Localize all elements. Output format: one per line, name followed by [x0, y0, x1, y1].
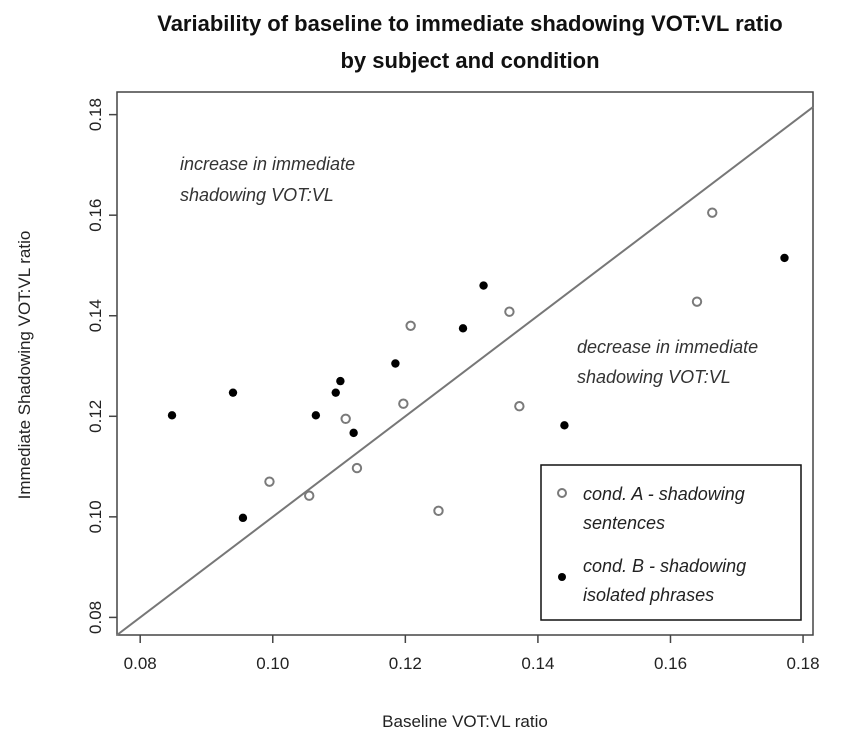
y-axis: 0.08 0.10 0.12 0.14 0.16 0.18 [86, 98, 117, 634]
legend-box [540, 464, 802, 621]
point-cond-b [479, 281, 488, 290]
point-cond-b [331, 388, 340, 397]
y-tick-label: 0.18 [86, 98, 105, 131]
y-axis-label: Immediate Shadowing VOT:VL ratio [15, 231, 34, 500]
point-cond-a [304, 490, 315, 501]
point-cond-b [560, 421, 569, 430]
legend-label-cond-b-line-1: cond. B - shadowing [583, 556, 746, 576]
point-cond-a [398, 398, 409, 409]
point-cond-a [351, 462, 363, 474]
reference-line-y-equals-x [116, 106, 814, 636]
point-cond-b [336, 376, 345, 386]
point-cond-b [228, 388, 238, 397]
point-cond-a [707, 207, 718, 218]
legend: cond. A - shadowing sentences cond. B - … [540, 464, 802, 621]
annotation-increase: increase in immediate shadowing VOT:VL [180, 154, 355, 205]
y-tick-label: 0.10 [86, 500, 105, 533]
x-axis-label: Baseline VOT:VL ratio [382, 712, 548, 731]
x-tick-label: 0.14 [521, 654, 554, 673]
chart-title-line-1: Variability of baseline to immediate sha… [157, 11, 783, 36]
point-cond-a [504, 306, 515, 317]
point-cond-a [405, 320, 416, 331]
legend-label-cond-b-line-2: isolated phrases [583, 585, 714, 605]
chart-title: Variability of baseline to immediate sha… [157, 11, 783, 73]
y-tick-label: 0.12 [86, 400, 105, 433]
plot-frame [116, 91, 814, 636]
y-tick-label: 0.08 [86, 601, 105, 634]
point-cond-a [691, 296, 703, 307]
x-tick-label: 0.08 [124, 654, 157, 673]
x-tick-label: 0.10 [256, 654, 289, 673]
y-tick-label: 0.16 [86, 199, 105, 232]
x-axis: 0.08 0.10 0.12 0.14 0.16 0.18 [124, 635, 820, 673]
point-cond-b [311, 411, 321, 420]
point-cond-b [780, 253, 789, 263]
point-cond-a [433, 505, 444, 517]
point-cond-b [458, 324, 468, 333]
point-cond-b [349, 428, 358, 438]
legend-marker-cond-b [558, 573, 566, 581]
chart-title-line-2: by subject and condition [340, 48, 599, 73]
point-cond-b [238, 513, 248, 523]
point-cond-a [340, 413, 351, 425]
y-tick-label: 0.14 [86, 299, 105, 332]
reference-line [116, 106, 814, 636]
point-cond-a [264, 476, 275, 487]
point-cond-a [514, 401, 525, 412]
data-points [167, 207, 789, 523]
point-cond-b [167, 411, 177, 420]
x-tick-label: 0.12 [389, 654, 422, 673]
x-tick-label: 0.16 [654, 654, 687, 673]
annotation-decrease: decrease in immediate shadowing VOT:VL [577, 337, 758, 387]
annotation-increase-line-1: increase in immediate [180, 154, 355, 174]
point-cond-b [391, 359, 400, 368]
annotation-decrease-line-2: shadowing VOT:VL [577, 367, 731, 387]
legend-label-cond-a-line-1: cond. A - shadowing [583, 484, 745, 504]
x-tick-label: 0.18 [787, 654, 820, 673]
annotation-increase-line-2: shadowing VOT:VL [180, 185, 334, 205]
legend-label-cond-a-line-2: sentences [583, 513, 665, 533]
annotation-decrease-line-1: decrease in immediate [577, 337, 758, 357]
legend-marker-cond-a [557, 488, 567, 498]
